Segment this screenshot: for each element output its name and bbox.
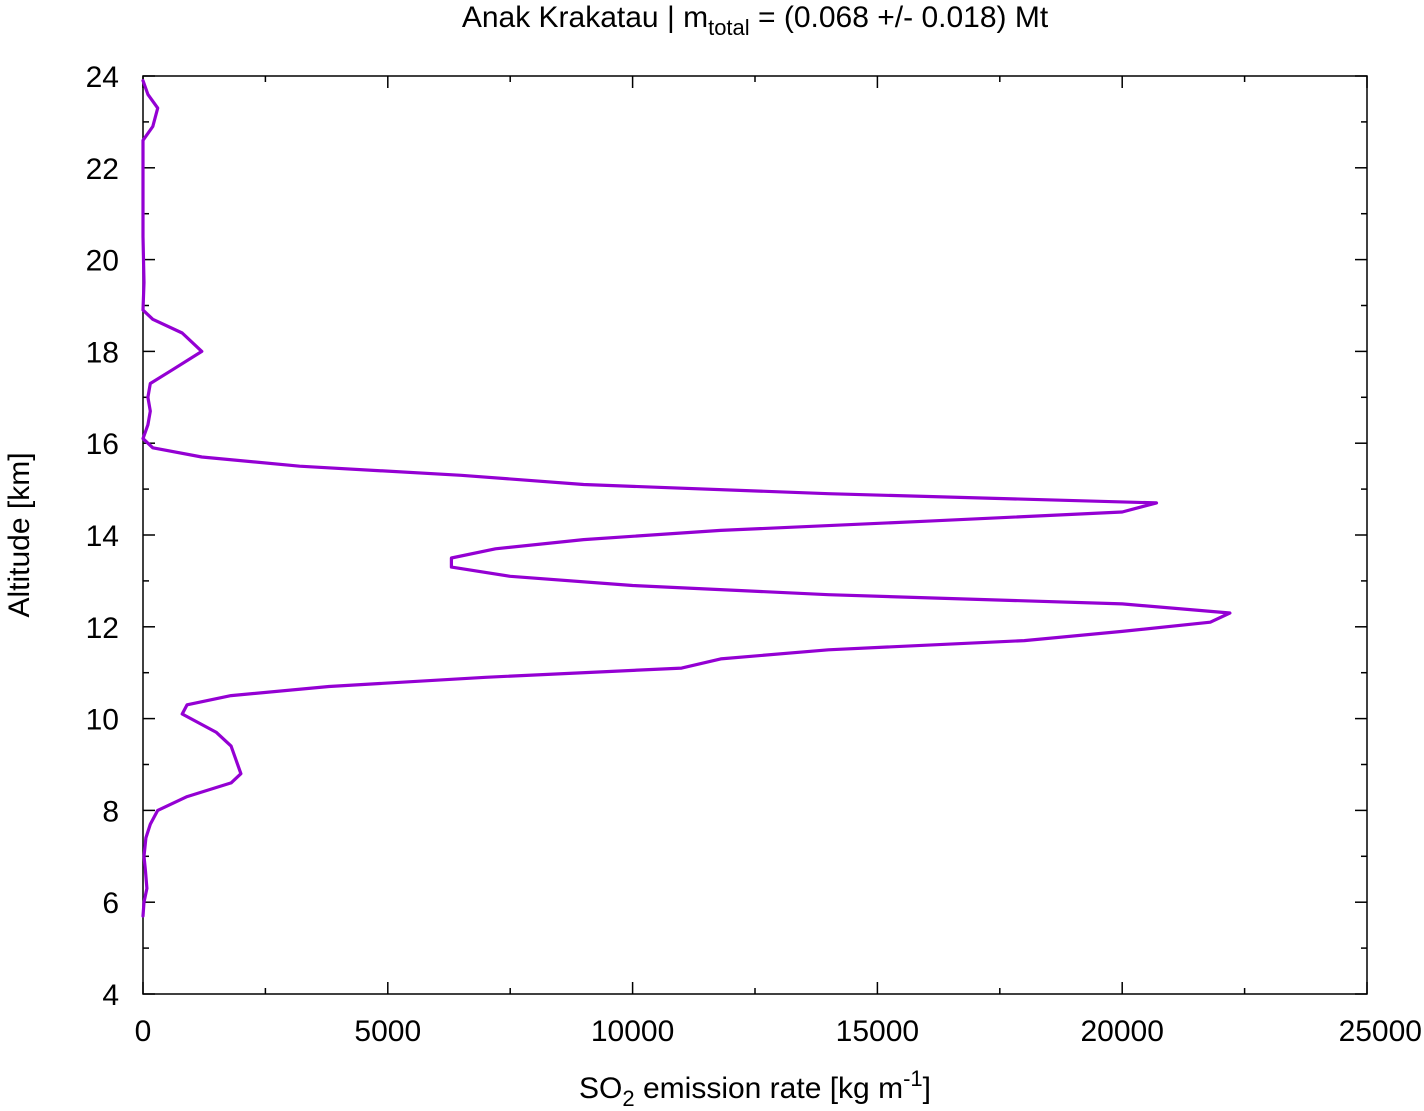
x-tick-label: 10000 [591, 1015, 674, 1048]
series-group [141, 78, 1232, 918]
y-tick-label: 22 [86, 153, 119, 186]
x-axis-label: SO2 emission rate [kg m-1] [579, 1066, 931, 1111]
x-tick-label: 15000 [836, 1015, 919, 1048]
y-tick-label: 12 [86, 612, 119, 645]
y-tick-label: 18 [86, 336, 119, 369]
x-tick-labels: 0 5000 10000 15000 20000 25000 [135, 1015, 1422, 1048]
axis-ticks [142, 75, 1368, 995]
y-tick-labels: 4 6 8 10 12 14 16 18 20 22 24 [86, 61, 119, 1012]
series-line [141, 78, 1232, 918]
y-tick-label: 20 [86, 245, 119, 278]
x-tick-label: 5000 [354, 1015, 421, 1048]
x-tick-label: 0 [135, 1015, 152, 1048]
y-tick-label: 16 [86, 428, 119, 461]
y-tick-label: 6 [102, 887, 119, 920]
y-tick-label: 4 [102, 979, 119, 1012]
y-tick-label: 10 [86, 704, 119, 737]
y-tick-label: 8 [102, 795, 119, 828]
chart-title: Anak Krakatau | mtotal = (0.068 +/- 0.01… [462, 1, 1049, 40]
x-tick-label: 20000 [1080, 1015, 1163, 1048]
y-axis-label: Altitude [km] [3, 452, 36, 617]
y-tick-label: 24 [86, 61, 119, 94]
x-tick-label: 25000 [1339, 1015, 1422, 1048]
y-tick-label: 14 [86, 520, 119, 553]
